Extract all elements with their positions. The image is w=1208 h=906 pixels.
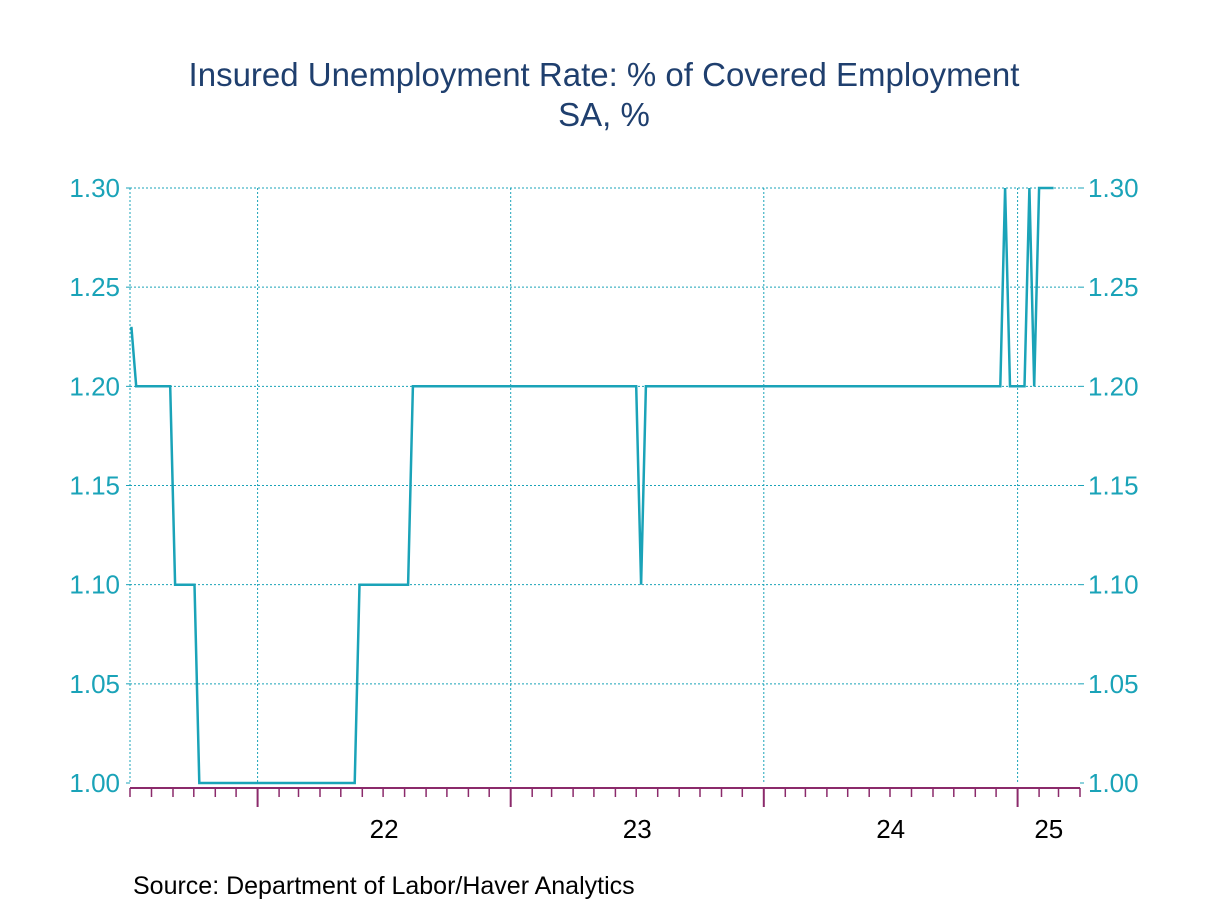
y-tick-label-left: 1.25 — [69, 272, 120, 302]
x-axis: 22 23 24 25 — [129, 787, 1081, 844]
y-tick-label-left: 1.30 — [69, 173, 120, 203]
series-layer — [130, 186, 1054, 785]
y-tick-label-left: 1.20 — [69, 371, 120, 401]
gridlines — [129, 187, 1080, 783]
y-tick-label-right: 1.30 — [1088, 173, 1139, 203]
x-tick-label: 25 — [1034, 814, 1063, 844]
series-line — [130, 186, 1054, 785]
y-tick-label-left: 1.00 — [69, 768, 120, 798]
chart-subtitle: SA, % — [558, 96, 650, 133]
y-tick-label-right: 1.15 — [1088, 471, 1139, 501]
y-tick-label-right: 1.00 — [1088, 768, 1139, 798]
y-tick-label-left: 1.15 — [69, 471, 120, 501]
y-axis-right: 1.30 1.25 1.20 1.15 1.10 1.05 1.00 — [1080, 173, 1139, 798]
y-tick-label-right: 1.05 — [1088, 669, 1139, 699]
y-tick-label-right: 1.20 — [1088, 371, 1139, 401]
y-tick-label-left: 1.10 — [69, 570, 120, 600]
y-tick-label-right: 1.10 — [1088, 570, 1139, 600]
chart-title: Insured Unemployment Rate: % of Covered … — [189, 56, 1020, 93]
y-axis-left: 1.30 1.25 1.20 1.15 1.10 1.05 1.00 — [69, 173, 130, 798]
x-tick-label: 22 — [370, 814, 399, 844]
x-tick-label: 24 — [876, 814, 905, 844]
source-note: Source: Department of Labor/Haver Analyt… — [133, 872, 635, 900]
y-tick-label-right: 1.25 — [1088, 272, 1139, 302]
x-tick-label: 23 — [623, 814, 652, 844]
y-tick-label-left: 1.05 — [69, 669, 120, 699]
